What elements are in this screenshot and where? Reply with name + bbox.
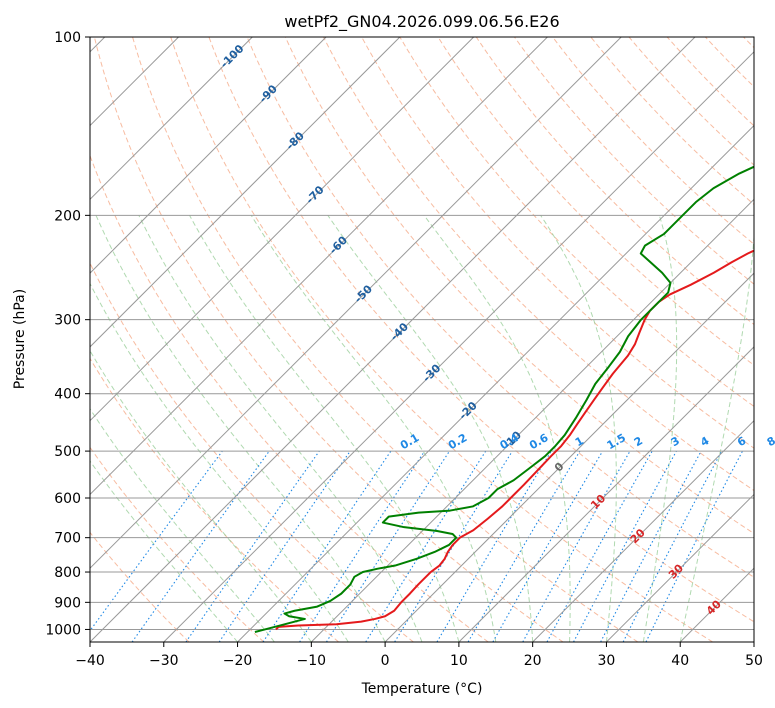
isotherm-line [237, 124, 754, 642]
dry-adiabat [132, 37, 639, 642]
moist-adiabat [95, 215, 386, 642]
dry-adiabat [208, 37, 754, 623]
isotherm-line [163, 51, 754, 642]
plot-frame [89, 36, 755, 643]
dewpoint-profile-line [254, 165, 754, 633]
x-tick-label: 0 [381, 653, 390, 669]
isotherm-line [753, 641, 754, 642]
plot-background [90, 37, 754, 642]
y-tick-label: 800 [54, 565, 81, 581]
isotherm-line [90, 37, 622, 569]
moist-adiabat [138, 215, 423, 642]
y-axis: 100 200 300 400 500 600 700 800 900 1000 [45, 30, 90, 638]
mixing-ratio-line [90, 450, 223, 632]
y-tick-label: 700 [54, 531, 81, 547]
y-tick-label: 1000 [45, 622, 81, 638]
mixing-ratio-line [492, 450, 604, 642]
mixing-ratio-line [522, 450, 631, 642]
isotherm-line [90, 37, 696, 642]
y-tick-label: 400 [54, 387, 81, 403]
dry-adiabat [246, 37, 754, 578]
dry-adiabat [93, 37, 564, 642]
y-tick-label: 200 [54, 208, 81, 224]
y-tick-label: 100 [54, 30, 81, 46]
dry-adiabat [170, 37, 713, 642]
mixing-ratio-line [573, 450, 677, 642]
dry-adiabat [90, 262, 414, 642]
x-axis: −40 −30 −20 −10 0 10 20 30 40 50 [75, 642, 763, 669]
dry-adiabat [323, 37, 754, 492]
y-axis-title: Pressure (hPa) [12, 289, 28, 389]
moist-adiabat [642, 215, 678, 642]
x-tick-label: 20 [524, 653, 542, 669]
isotherm-line [90, 37, 548, 496]
background-lines [90, 37, 754, 642]
isotherm-line [458, 346, 754, 642]
moist-adiabat [679, 230, 754, 642]
mixing-ratio-line [436, 450, 552, 642]
isotherm-line [90, 37, 253, 201]
x-tick-label: −20 [223, 653, 253, 669]
isotherm-line [90, 37, 475, 422]
moist-adiabat [90, 460, 238, 642]
mixing-ratio-line [325, 450, 450, 642]
isotherm-line [606, 493, 754, 642]
isotherm-line [384, 272, 754, 642]
dry-adiabat [90, 531, 190, 642]
x-axis-title: Temperature (°C) [361, 681, 483, 697]
x-tick-label: 40 [671, 653, 689, 669]
dry-adiabat [552, 37, 754, 245]
moist-adiabat [189, 215, 460, 642]
mixing-ratio-line [185, 450, 320, 642]
mixing-ratio-line [467, 450, 581, 642]
moist-adiabat [423, 215, 571, 642]
y-tick-label: 900 [54, 595, 81, 611]
chart-title: wetPf2_GN04.2026.099.06.56.E26 [284, 12, 559, 32]
y-tick-label: 600 [54, 491, 81, 507]
x-tick-label: −40 [75, 653, 105, 669]
mixing-ratio-line [131, 450, 270, 642]
isotherm-line [532, 419, 754, 642]
mixing-ratio-label: 8 [765, 434, 775, 449]
dry-adiabat [437, 37, 754, 366]
x-tick-label: 50 [745, 653, 763, 669]
mixing-ratio-line [365, 450, 487, 642]
moist-adiabat [540, 215, 617, 642]
x-tick-label: −10 [297, 653, 327, 669]
x-tick-label: 30 [598, 653, 616, 669]
isotherm-line [90, 37, 401, 348]
series-layer [254, 165, 754, 633]
mixing-ratio-line [394, 450, 513, 642]
y-tick-label: 300 [54, 313, 81, 329]
dry-adiabat [628, 37, 754, 166]
isotherm-line [90, 37, 327, 274]
mixing-ratio-line [218, 450, 351, 642]
x-tick-label: −30 [149, 653, 179, 669]
moist-adiabat [250, 215, 497, 642]
moist-adiabat [90, 349, 312, 642]
x-tick-label: 10 [450, 653, 468, 669]
y-tick-label: 500 [54, 444, 81, 460]
dry-adiabat [399, 37, 754, 408]
isotherm-line [310, 198, 754, 642]
temperature-profile-line [275, 249, 754, 631]
